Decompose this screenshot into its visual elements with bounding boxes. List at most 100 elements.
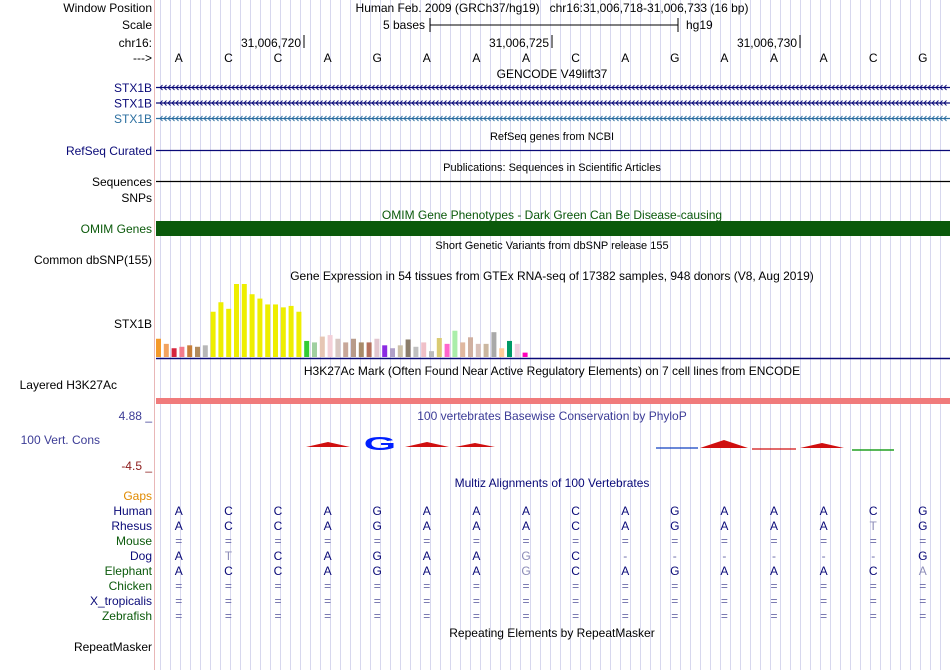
gtex-tissue-bar[interactable] <box>358 342 364 357</box>
species-label[interactable]: Chicken <box>109 579 152 593</box>
species-label[interactable]: X_tropicalis <box>90 594 152 608</box>
gtex-tissue-bar[interactable] <box>327 335 333 357</box>
gtex-tissue-bar[interactable] <box>319 336 325 357</box>
gtex-tissue-bar[interactable] <box>343 342 349 357</box>
publications-track-label[interactable]: Sequences <box>92 175 152 189</box>
gtex-tissue-bar[interactable] <box>156 338 161 357</box>
gtex-tissue-bar[interactable] <box>491 332 497 357</box>
multiz-track-title[interactable]: Multiz Alignments of 100 Vertebrates <box>455 476 650 490</box>
gtex-tissue-bar[interactable] <box>483 343 489 357</box>
gtex-tissue-bar[interactable] <box>413 346 419 357</box>
gtex-tissue-bar[interactable] <box>288 305 294 357</box>
aligned-base: = <box>770 534 777 548</box>
gtex-tissue-bar[interactable] <box>273 304 278 357</box>
gtex-tissue-bar[interactable] <box>202 345 208 357</box>
aligned-base: G <box>918 519 927 533</box>
gencode-transcript-label[interactable]: STX1B <box>114 81 152 95</box>
phylop-logo[interactable]: G <box>306 434 894 454</box>
gtex-tissue-bar[interactable] <box>460 342 466 357</box>
h3k27ac-track-label[interactable]: Layered H3K27Ac <box>20 378 117 392</box>
gtex-tissue-bar[interactable] <box>366 342 372 357</box>
gtex-track-label[interactable]: STX1B <box>114 317 152 331</box>
gtex-tissue-bar[interactable] <box>226 308 232 357</box>
gtex-tissue-bar[interactable] <box>257 298 263 357</box>
gtex-tissue-bar[interactable] <box>241 284 247 357</box>
gtex-tissue-bar[interactable] <box>187 345 193 357</box>
gtex-tissue-bar[interactable] <box>507 340 512 357</box>
gencode-transcript-label[interactable]: STX1B <box>114 112 152 126</box>
dbsnp-track-label[interactable]: Common dbSNP(155) <box>34 253 152 267</box>
aligned-base: T <box>870 519 878 533</box>
refseq-track-label[interactable]: RefSeq Curated <box>66 144 152 158</box>
aligned-base: A <box>423 564 431 578</box>
gtex-tissue-bar[interactable] <box>163 343 169 357</box>
gtex-tissue-bar[interactable] <box>405 339 411 357</box>
publications-track-title[interactable]: Publications: Sequences in Scientific Ar… <box>443 162 661 174</box>
gtex-tissue-bar[interactable] <box>335 338 341 357</box>
gtex-tissue-bar[interactable] <box>452 330 458 357</box>
gtex-tissue-bar[interactable] <box>280 307 286 357</box>
aligned-base: A <box>175 504 183 518</box>
aligned-base: C <box>274 564 283 578</box>
aligned-base: = <box>572 579 579 593</box>
aligned-base: - <box>623 549 627 563</box>
gtex-tissue-bar[interactable] <box>351 338 356 357</box>
species-label[interactable]: Dog <box>130 549 152 563</box>
gtex-tissue-bar[interactable] <box>429 351 434 357</box>
gtex-tissue-bar[interactable] <box>468 337 473 357</box>
aligned-base: = <box>870 594 877 608</box>
species-label[interactable]: Zebrafish <box>102 609 152 623</box>
gtex-tissue-bar[interactable] <box>296 311 302 357</box>
aligned-base: = <box>919 594 926 608</box>
repeatmasker-track-title[interactable]: Repeating Elements by RepeatMasker <box>449 626 654 640</box>
gtex-tissue-bar[interactable] <box>218 302 224 357</box>
gtex-tissue-bar[interactable] <box>444 343 450 357</box>
gtex-tissue-bar[interactable] <box>171 348 177 357</box>
gtex-tissue-bar[interactable] <box>179 346 185 357</box>
gencode-transcript-label[interactable]: STX1B <box>114 97 152 111</box>
aligned-base: C <box>869 564 878 578</box>
gtex-tissue-bar[interactable] <box>522 352 528 357</box>
h3k27ac-signal[interactable] <box>156 398 950 404</box>
gtex-tissue-bar[interactable] <box>382 345 388 357</box>
phylop-track-label[interactable]: 100 Vert. Cons <box>21 433 100 447</box>
h3k27ac-track-title[interactable]: H3K27Ac Mark (Often Found Near Active Re… <box>304 364 800 378</box>
aligned-base: = <box>225 594 232 608</box>
aligned-base: = <box>274 594 281 608</box>
gtex-tissue-bar[interactable] <box>265 304 271 357</box>
dbsnp-track-title[interactable]: Short Genetic Variants from dbSNP releas… <box>435 240 668 252</box>
gtex-tissue-bar[interactable] <box>397 345 403 357</box>
gtex-tissue-bar[interactable] <box>374 338 380 357</box>
species-label[interactable]: Mouse <box>116 534 152 548</box>
aligned-base: A <box>621 519 629 533</box>
gtex-tissue-bar[interactable] <box>195 346 200 357</box>
refseq-track-title[interactable]: RefSeq genes from NCBI <box>490 131 614 143</box>
gtex-track-title[interactable]: Gene Expression in 54 tissues from GTEx … <box>290 269 814 283</box>
gtex-tissue-bar[interactable] <box>210 311 216 357</box>
omim-track-label[interactable]: OMIM Genes <box>81 222 152 236</box>
gtex-tissue-bar[interactable] <box>304 340 310 357</box>
species-label[interactable]: Elephant <box>105 564 153 578</box>
gtex-tissue-bar[interactable] <box>234 284 239 357</box>
omim-track-title[interactable]: OMIM Gene Phenotypes - Dark Green Can Be… <box>382 208 722 222</box>
gencode-track-title[interactable]: GENCODE V49lift37 <box>497 67 608 81</box>
gtex-tissue-bar[interactable] <box>421 342 427 357</box>
gtex-tissue-bar[interactable] <box>514 343 520 357</box>
aligned-base: = <box>473 534 480 548</box>
gtex-tissue-bar[interactable] <box>249 294 255 357</box>
gtex-tissue-bar[interactable] <box>436 338 442 357</box>
gtex-tissue-bar[interactable] <box>312 342 317 357</box>
gtex-tissue-bar[interactable] <box>475 343 481 357</box>
omim-gene-bar[interactable] <box>156 221 950 236</box>
phylop-track-title[interactable]: 100 vertebrates Basewise Conservation by… <box>417 409 686 423</box>
species-label[interactable]: Human <box>113 504 152 518</box>
repeatmasker-track-label[interactable]: RepeatMasker <box>74 640 152 654</box>
snps-track-label[interactable]: SNPs <box>121 191 152 205</box>
gtex-tissue-bar[interactable] <box>390 348 395 357</box>
gtex-bar-chart[interactable] <box>156 284 528 357</box>
species-label[interactable]: Rhesus <box>111 519 152 533</box>
gtex-tissue-bar[interactable] <box>499 348 505 357</box>
